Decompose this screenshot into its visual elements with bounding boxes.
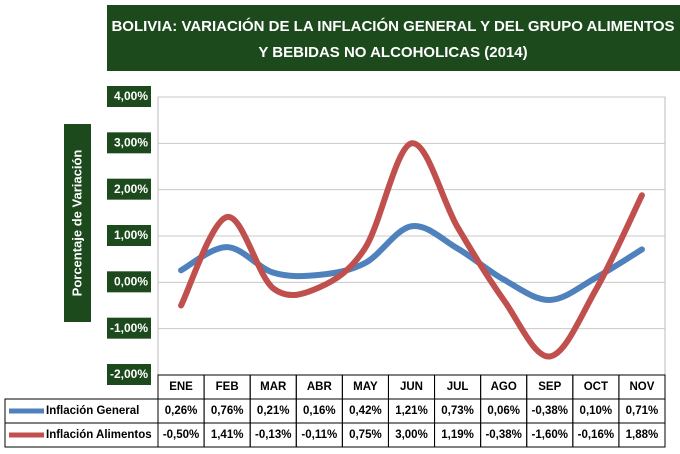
y-tick-label: 2,00% <box>114 182 148 196</box>
data-label: -0,50% <box>163 429 199 441</box>
y-tick-label: 1,00% <box>114 228 148 242</box>
legend-cell <box>4 422 159 448</box>
data-label: 1,19% <box>441 429 474 441</box>
chart-title: BOLIVIA: VARIACIÓN DE LA INFLACIÓN GENER… <box>111 17 674 35</box>
x-tick-label: MAR <box>260 381 287 393</box>
y-tick-box <box>107 86 151 107</box>
y-tick-label: -1,00% <box>110 321 148 335</box>
table-cell <box>618 374 666 448</box>
title-box <box>107 5 680 71</box>
y-tick-label: 4,00% <box>114 89 148 103</box>
legend-label: Inflación General <box>46 405 139 417</box>
y-tick-box <box>107 132 151 154</box>
x-tick-label: JUN <box>400 381 423 393</box>
data-label: 0,21% <box>257 405 290 417</box>
legend-label: Inflación Alimentos <box>46 429 152 441</box>
data-label: -0,38% <box>485 429 521 441</box>
y-axis-label: Porcentaje de Variación <box>69 150 84 297</box>
x-tick-label: FEB <box>216 381 239 393</box>
data-label: 0,73% <box>441 405 474 417</box>
data-label: 1,41% <box>211 429 244 441</box>
data-label: 1,21% <box>395 405 428 417</box>
y-label-box <box>64 124 91 322</box>
x-tick-label: ABR <box>307 381 333 393</box>
y-tick-box <box>107 317 151 339</box>
y-tick-box <box>107 271 151 293</box>
series-line <box>178 140 645 360</box>
data-label: 0,16% <box>303 405 336 417</box>
y-tick-label: 3,00% <box>114 136 148 150</box>
x-tick-label: MAY <box>353 381 378 393</box>
data-label: 1,88% <box>626 429 659 441</box>
data-label: 0,06% <box>487 405 520 417</box>
x-tick-label: OCT <box>584 381 608 393</box>
y-tick-label: -2,00% <box>110 367 148 381</box>
data-label: 0,26% <box>165 405 198 417</box>
data-label: 0,71% <box>626 405 659 417</box>
x-tick-label: AGO <box>491 381 517 393</box>
x-tick-label: SEP <box>538 381 561 393</box>
data-label: 0,10% <box>580 405 613 417</box>
x-tick-label: ENE <box>169 381 193 393</box>
data-label: 0,42% <box>349 405 382 417</box>
data-label: -1,60% <box>532 429 568 441</box>
y-tick-label: 0,00% <box>114 275 148 289</box>
data-label: 3,00% <box>395 429 428 441</box>
y-tick-box <box>107 178 151 200</box>
data-label: 0,76% <box>211 405 244 417</box>
data-label: -0,13% <box>255 429 291 441</box>
data-label: -0,38% <box>532 405 568 417</box>
y-tick-box <box>107 364 151 385</box>
x-tick-label: JUL <box>447 381 469 393</box>
data-label: -0,11% <box>301 429 337 441</box>
data-label: 0,75% <box>349 429 382 441</box>
chart-subtitle: Y BEBIDAS NO ALCOHOLICAS (2014) <box>258 44 527 61</box>
y-tick-box <box>107 225 151 246</box>
data-label: -0,16% <box>578 429 614 441</box>
x-tick-label: NOV <box>629 381 654 393</box>
